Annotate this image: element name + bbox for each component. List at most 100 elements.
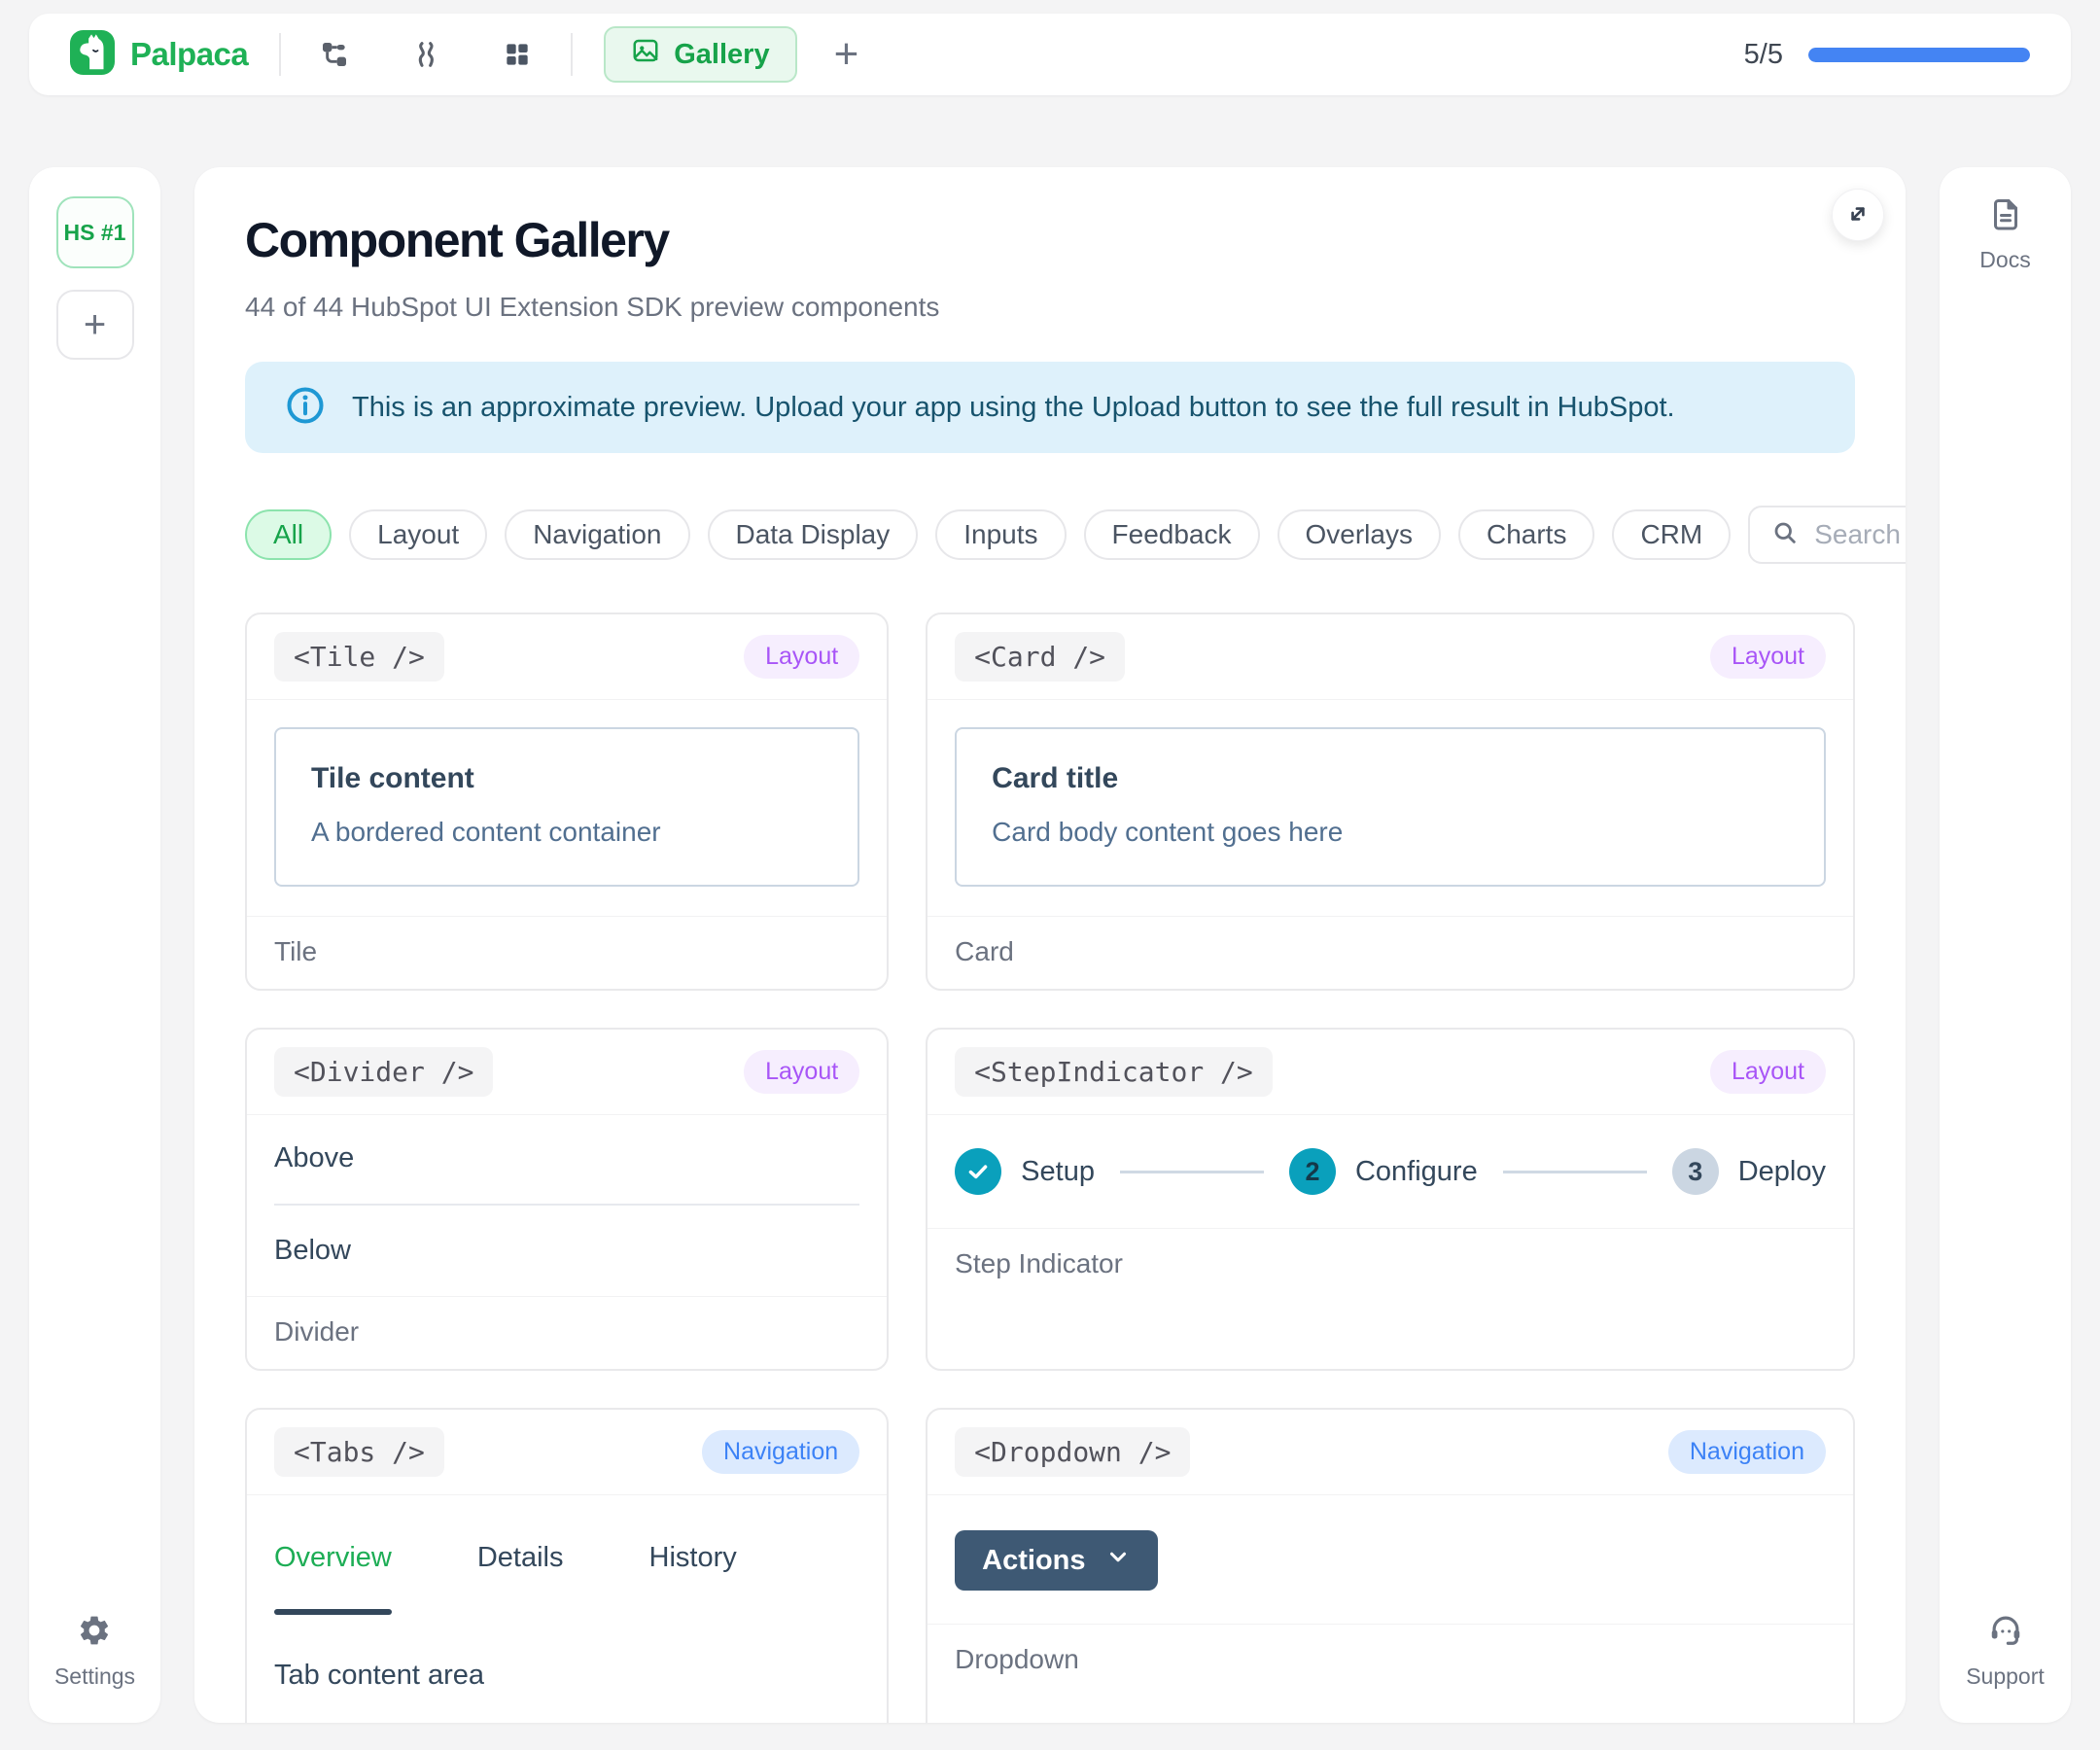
component-tag: <Dropdown />	[955, 1427, 1191, 1477]
search-icon	[1771, 519, 1799, 551]
tile-preview: Tile content A bordered content containe…	[274, 727, 860, 887]
component-gallery-panel: Component Gallery 44 of 44 HubSpot UI Ex…	[194, 167, 1906, 1723]
gallery-tab-button[interactable]: Gallery	[604, 26, 797, 83]
topbar-nav	[312, 32, 540, 77]
component-card-tile[interactable]: <Tile /> Layout Tile content A bordered …	[245, 612, 890, 991]
component-preview: Tile content A bordered content containe…	[247, 700, 887, 916]
divider-line	[274, 1204, 860, 1206]
component-card-card[interactable]: <Card /> Layout Card title Card body con…	[926, 612, 1855, 991]
quota-count: 5/5	[1743, 38, 1783, 70]
component-tag: <Tile />	[274, 632, 444, 682]
card-header: <Divider /> Layout	[247, 1030, 888, 1115]
tab-content-area: Tab content area	[274, 1660, 485, 1691]
workspace-badge[interactable]: HS #1	[55, 196, 134, 268]
step-label: Deploy	[1737, 1155, 1826, 1187]
brand-name: Palpaca	[130, 36, 249, 72]
filter-chip-overlays[interactable]: Overlays	[1277, 509, 1441, 560]
actions-label: Actions	[982, 1544, 1086, 1576]
support-label: Support	[1966, 1663, 2045, 1689]
category-badge: Layout	[744, 1050, 860, 1094]
topbar-divider	[279, 33, 282, 76]
step-label: Configure	[1354, 1155, 1478, 1187]
filter-row: All Layout Navigation Data Display Input…	[245, 506, 1906, 564]
dashboard-icon[interactable]	[495, 32, 540, 77]
step-number: 3	[1671, 1148, 1719, 1195]
info-icon	[284, 384, 327, 432]
quota-progress-fill	[1808, 47, 2030, 62]
category-badge: Navigation	[1667, 1430, 1826, 1474]
settings-button[interactable]: Settings	[54, 1613, 135, 1690]
add-workspace-button[interactable]: +	[55, 290, 134, 360]
filter-chip-feedback[interactable]: Feedback	[1083, 509, 1260, 560]
filter-chip-navigation[interactable]: Navigation	[505, 509, 690, 560]
component-name-label: Tile	[247, 916, 888, 989]
card-header: <Card /> Layout	[928, 614, 1853, 700]
card-header: <Tile /> Layout	[247, 614, 888, 700]
filter-chip-crm[interactable]: CRM	[1612, 509, 1732, 560]
category-badge: Layout	[1709, 1050, 1826, 1094]
preview-info-banner: This is an approximate preview. Upload y…	[245, 362, 1855, 453]
routes-icon[interactable]	[403, 32, 448, 77]
tile-preview-title: Tile content	[311, 762, 474, 794]
chevron-down-icon	[1105, 1544, 1131, 1577]
component-preview: Above Below	[247, 1115, 887, 1296]
filter-chip-all[interactable]: All	[245, 509, 332, 560]
component-card-tabs[interactable]: <Tabs /> Navigation Overview Details His…	[245, 1408, 890, 1723]
search-box	[1748, 506, 1906, 564]
expand-icon	[1845, 201, 1871, 229]
gallery-image-icon	[631, 36, 660, 73]
component-preview: Card title Card body content goes here	[928, 700, 1853, 916]
divider-below-text: Below	[274, 1235, 351, 1266]
component-card-dropdown[interactable]: <Dropdown /> Navigation Actions Dropdown	[926, 1408, 1855, 1723]
headset-icon	[1987, 1611, 2024, 1654]
search-input[interactable]	[1814, 519, 1906, 550]
right-rail: Docs Support	[1940, 167, 2071, 1723]
component-name-label: Step Indicator	[928, 1228, 1853, 1301]
step-connector	[1502, 1170, 1647, 1173]
settings-label: Settings	[53, 1663, 136, 1689]
workflow-icon[interactable]	[312, 32, 357, 77]
support-button[interactable]: Support	[1966, 1611, 2045, 1690]
tabs-row: Overview Details History	[274, 1542, 859, 1615]
filter-chip-inputs[interactable]: Inputs	[935, 509, 1067, 560]
tab-overview[interactable]: Overview	[274, 1542, 392, 1615]
component-tag: <Tabs />	[274, 1427, 444, 1477]
tab-details[interactable]: Details	[476, 1542, 564, 1573]
component-name-label: Card	[928, 916, 1853, 989]
card-header: <StepIndicator /> Layout	[928, 1030, 1853, 1115]
gear-icon	[77, 1613, 112, 1654]
actions-dropdown-button[interactable]: Actions	[955, 1530, 1158, 1591]
tab-history[interactable]: History	[648, 1542, 737, 1573]
step-done: Setup	[955, 1148, 1095, 1195]
step-connector	[1119, 1170, 1264, 1173]
step-number: 2	[1288, 1148, 1336, 1195]
quota-progress-bar	[1808, 47, 2030, 62]
component-name-label: Divider	[247, 1296, 888, 1369]
component-tag: <StepIndicator />	[955, 1047, 1273, 1097]
card-preview-body: Card body content goes here	[992, 817, 1344, 847]
filter-chip-charts[interactable]: Charts	[1457, 509, 1595, 560]
component-card-step-indicator[interactable]: <StepIndicator /> Layout Setup	[926, 1028, 1855, 1371]
banner-text: This is an approximate preview. Upload y…	[352, 391, 1675, 423]
docs-button[interactable]: Docs	[1979, 196, 2031, 273]
brand[interactable]: Palpaca	[70, 29, 249, 80]
category-badge: Layout	[744, 635, 860, 679]
component-name-label: Dropdown	[928, 1624, 1853, 1697]
filter-chip-data-display[interactable]: Data Display	[707, 509, 919, 560]
docs-label: Docs	[1979, 247, 2031, 272]
step-label: Setup	[1021, 1155, 1095, 1187]
component-card-divider[interactable]: <Divider /> Layout Above Below Divider	[245, 1028, 890, 1371]
card-preview: Card title Card body content goes here	[955, 727, 1826, 887]
component-grid: <Tile /> Layout Tile content A bordered …	[245, 612, 1855, 1723]
expand-button[interactable]	[1832, 189, 1884, 241]
card-preview-title: Card title	[992, 762, 1119, 794]
step-check-icon	[955, 1148, 1002, 1195]
card-header: <Tabs /> Navigation	[247, 1410, 888, 1495]
step-active: 2 Configure	[1288, 1148, 1478, 1195]
component-tag: <Divider />	[274, 1047, 494, 1097]
card-header: <Dropdown /> Navigation	[928, 1410, 1853, 1495]
add-tab-button[interactable]: +	[833, 30, 859, 78]
filter-chip-layout[interactable]: Layout	[349, 509, 488, 560]
top-bar: Palpaca	[29, 14, 2071, 95]
